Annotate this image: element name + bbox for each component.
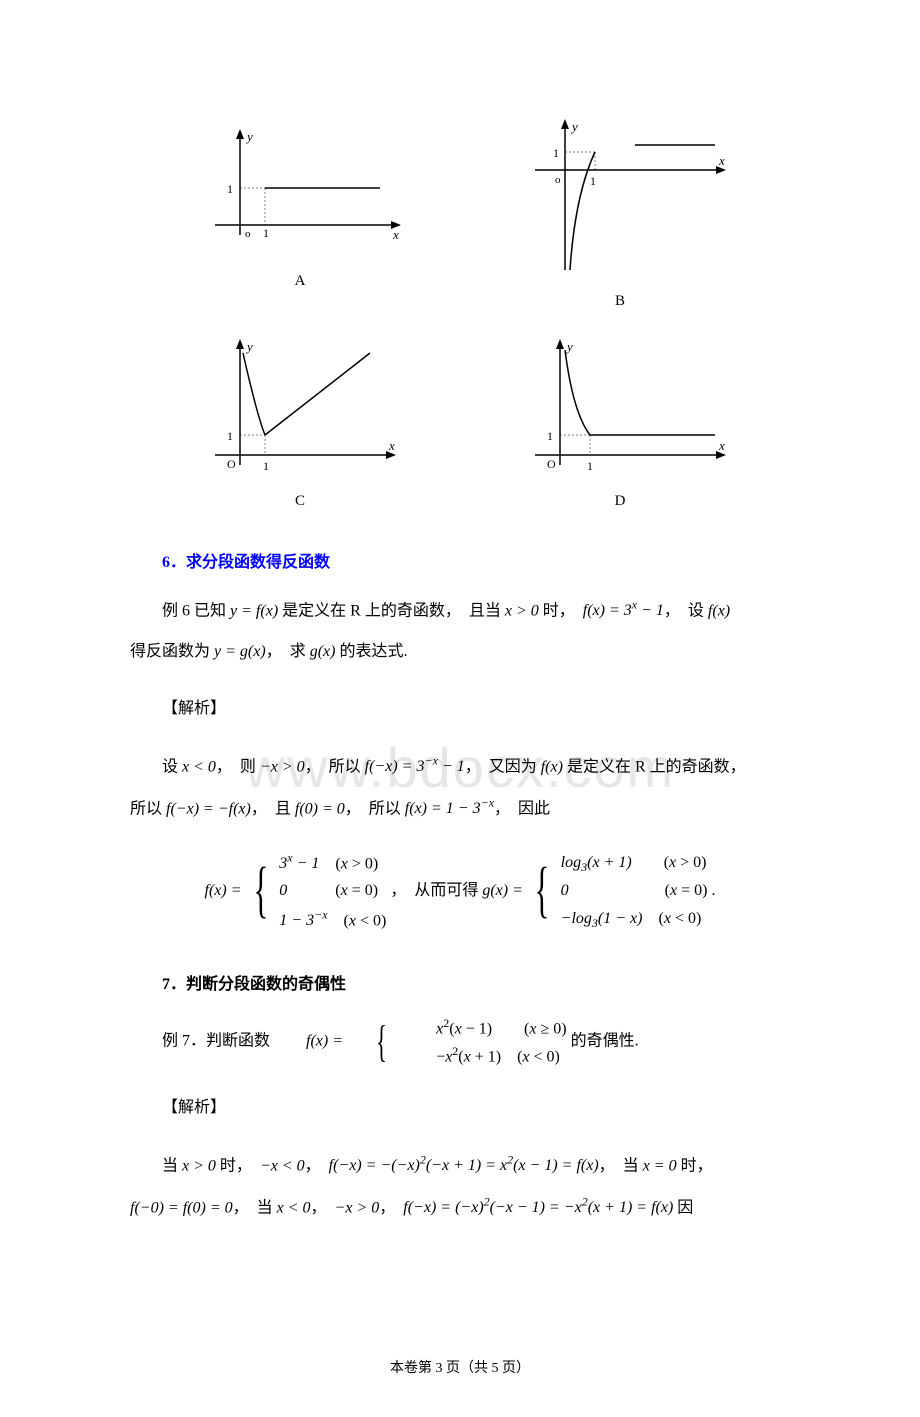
math: y = f(x) bbox=[230, 602, 278, 619]
txt: ， 所以 bbox=[345, 800, 405, 817]
math: f(x) = 1 − 3−x bbox=[405, 800, 494, 817]
analysis-7-line2: f(−0) = f(0) = 0， 当 x < 0， −x > 0， f(−x)… bbox=[130, 1189, 790, 1227]
txt: ， 则 bbox=[216, 758, 260, 775]
txt: ， 因此 bbox=[494, 800, 550, 817]
page-content: y x o 1 1 A y x o 1 1 bbox=[0, 115, 920, 1227]
svg-text:o: o bbox=[245, 228, 251, 240]
math: f(0) = 0 bbox=[295, 800, 345, 817]
analysis-6-line1: 设 x < 0， 则 −x > 0， 所以 f(−x) = 3−x − 1， 又… bbox=[130, 748, 790, 786]
txt: ， 所以 bbox=[305, 758, 365, 775]
svg-text:y: y bbox=[245, 129, 253, 144]
graph-c-svg: y x O 1 1 bbox=[185, 335, 415, 485]
page-footer: 本卷第 3 页（共 5 页） bbox=[0, 1357, 920, 1377]
graph-a-label: A bbox=[295, 273, 306, 290]
math: g(x) bbox=[310, 643, 336, 660]
graph-c-label: C bbox=[295, 493, 305, 510]
example-7: 例 7．判断函数 f(x) = { x2(x − 1) (x ≥ 0) −x2(… bbox=[130, 1014, 790, 1070]
svg-text:x: x bbox=[388, 438, 395, 453]
math: x > 0 bbox=[182, 1157, 216, 1174]
math: x = 0 bbox=[643, 1157, 677, 1174]
txt: ， 求 bbox=[266, 643, 310, 660]
txt: 的奇偶性. bbox=[571, 1033, 639, 1050]
math: −x < 0 bbox=[260, 1157, 305, 1174]
math: f(x) = 3x − 1 bbox=[583, 602, 664, 619]
txt: 的表达式. bbox=[335, 643, 407, 660]
math: x < 0 bbox=[182, 758, 216, 775]
math: −x > 0 bbox=[335, 1199, 380, 1216]
svg-text:1: 1 bbox=[553, 146, 559, 160]
analysis-6-label: 【解析】 bbox=[130, 691, 790, 728]
graph-b-svg: y x o 1 1 bbox=[505, 115, 735, 285]
math: x > 0 bbox=[505, 602, 539, 619]
txt: 时， bbox=[539, 602, 583, 619]
math: f(−0) = f(0) = 0 bbox=[130, 1199, 233, 1216]
txt: ， 当 bbox=[599, 1157, 643, 1174]
math: y = g(x) bbox=[214, 643, 266, 660]
svg-text:1: 1 bbox=[227, 182, 233, 196]
example-6-line2: 得反函数为 y = g(x)， 求 g(x) 的表达式. bbox=[130, 634, 790, 671]
graph-row-2: y x O 1 1 C y x O 1 1 bbox=[130, 335, 790, 510]
svg-text:O: O bbox=[547, 457, 556, 471]
analysis-7-label: 【解析】 bbox=[130, 1090, 790, 1127]
math: f(−x) = −(−x)2(−x + 1) = x2(x − 1) = f(x… bbox=[329, 1157, 599, 1174]
txt: 时， bbox=[677, 1157, 713, 1174]
math: x < 0 bbox=[277, 1199, 311, 1216]
graph-b-label: B bbox=[615, 293, 625, 310]
txt: ， 从而可得 bbox=[390, 882, 482, 899]
f-g-cases: f(x) = { 3x − 1 (x > 0) 0 (x = 0) 1 − 3−… bbox=[130, 848, 790, 934]
math: f(−x) = (−x)2(−x − 1) = −x2(x + 1) = f(x… bbox=[403, 1199, 673, 1216]
svg-text:x: x bbox=[718, 153, 725, 168]
math: f(−x) = 3−x − 1 bbox=[365, 758, 465, 775]
math: f(−x) = −f(x) bbox=[166, 800, 251, 817]
analysis-6-line2: 所以 f(−x) = −f(x)， 且 f(0) = 0， 所以 f(x) = … bbox=[130, 790, 790, 828]
txt: 当 bbox=[162, 1157, 182, 1174]
svg-text:O: O bbox=[227, 457, 236, 471]
graph-d: y x O 1 1 D bbox=[490, 335, 750, 510]
svg-text:x: x bbox=[718, 438, 725, 453]
graph-row-1: y x o 1 1 A y x o 1 1 bbox=[130, 115, 790, 310]
svg-text:1: 1 bbox=[547, 429, 553, 443]
txt: ， bbox=[305, 1157, 329, 1174]
txt: ， 且 bbox=[251, 800, 295, 817]
txt: 时， bbox=[216, 1157, 260, 1174]
svg-text:y: y bbox=[245, 339, 253, 354]
graph-d-label: D bbox=[615, 493, 626, 510]
txt: 所以 bbox=[130, 800, 166, 817]
txt: 因 bbox=[673, 1199, 693, 1216]
txt: ， bbox=[379, 1199, 403, 1216]
section-7-title: 7．判断分段函数的奇偶性 bbox=[162, 970, 790, 994]
svg-text:1: 1 bbox=[263, 226, 269, 240]
graph-a-svg: y x o 1 1 bbox=[185, 115, 415, 265]
graph-a: y x o 1 1 A bbox=[170, 115, 430, 310]
txt: ， 又因为 bbox=[465, 758, 541, 775]
txt: 设 bbox=[162, 758, 182, 775]
txt: 例 7．判断函数 bbox=[162, 1033, 274, 1050]
svg-text:y: y bbox=[565, 339, 573, 354]
math: f(x) bbox=[541, 758, 563, 775]
svg-text:x: x bbox=[392, 227, 399, 242]
txt: 例 6 已知 bbox=[162, 602, 230, 619]
svg-text:1: 1 bbox=[227, 429, 233, 443]
math: f(x) bbox=[708, 602, 730, 619]
txt: ， bbox=[311, 1199, 335, 1216]
graph-c: y x O 1 1 C bbox=[170, 335, 430, 510]
txt: 是定义在 R 上的奇函数， bbox=[563, 758, 746, 775]
graph-b: y x o 1 1 B bbox=[490, 115, 750, 310]
svg-text:y: y bbox=[570, 119, 578, 134]
graph-d-svg: y x O 1 1 bbox=[505, 335, 735, 485]
svg-text:1: 1 bbox=[587, 459, 593, 473]
math: −x > 0 bbox=[260, 758, 305, 775]
txt: 是定义在 R 上的奇函数， 且当 bbox=[278, 602, 505, 619]
txt: ， 当 bbox=[233, 1199, 277, 1216]
svg-text:1: 1 bbox=[590, 174, 596, 188]
example-6-line1: 例 6 已知 y = f(x) 是定义在 R 上的奇函数， 且当 x > 0 时… bbox=[130, 592, 790, 630]
svg-text:1: 1 bbox=[263, 459, 269, 473]
txt: ， 设 bbox=[664, 602, 708, 619]
section-6-title: 6．求分段函数得反函数 bbox=[162, 548, 790, 572]
analysis-7-line1: 当 x > 0 时， −x < 0， f(−x) = −(−x)2(−x + 1… bbox=[130, 1147, 790, 1185]
txt: 得反函数为 bbox=[130, 643, 214, 660]
txt: . bbox=[711, 882, 715, 899]
svg-text:o: o bbox=[555, 174, 561, 186]
